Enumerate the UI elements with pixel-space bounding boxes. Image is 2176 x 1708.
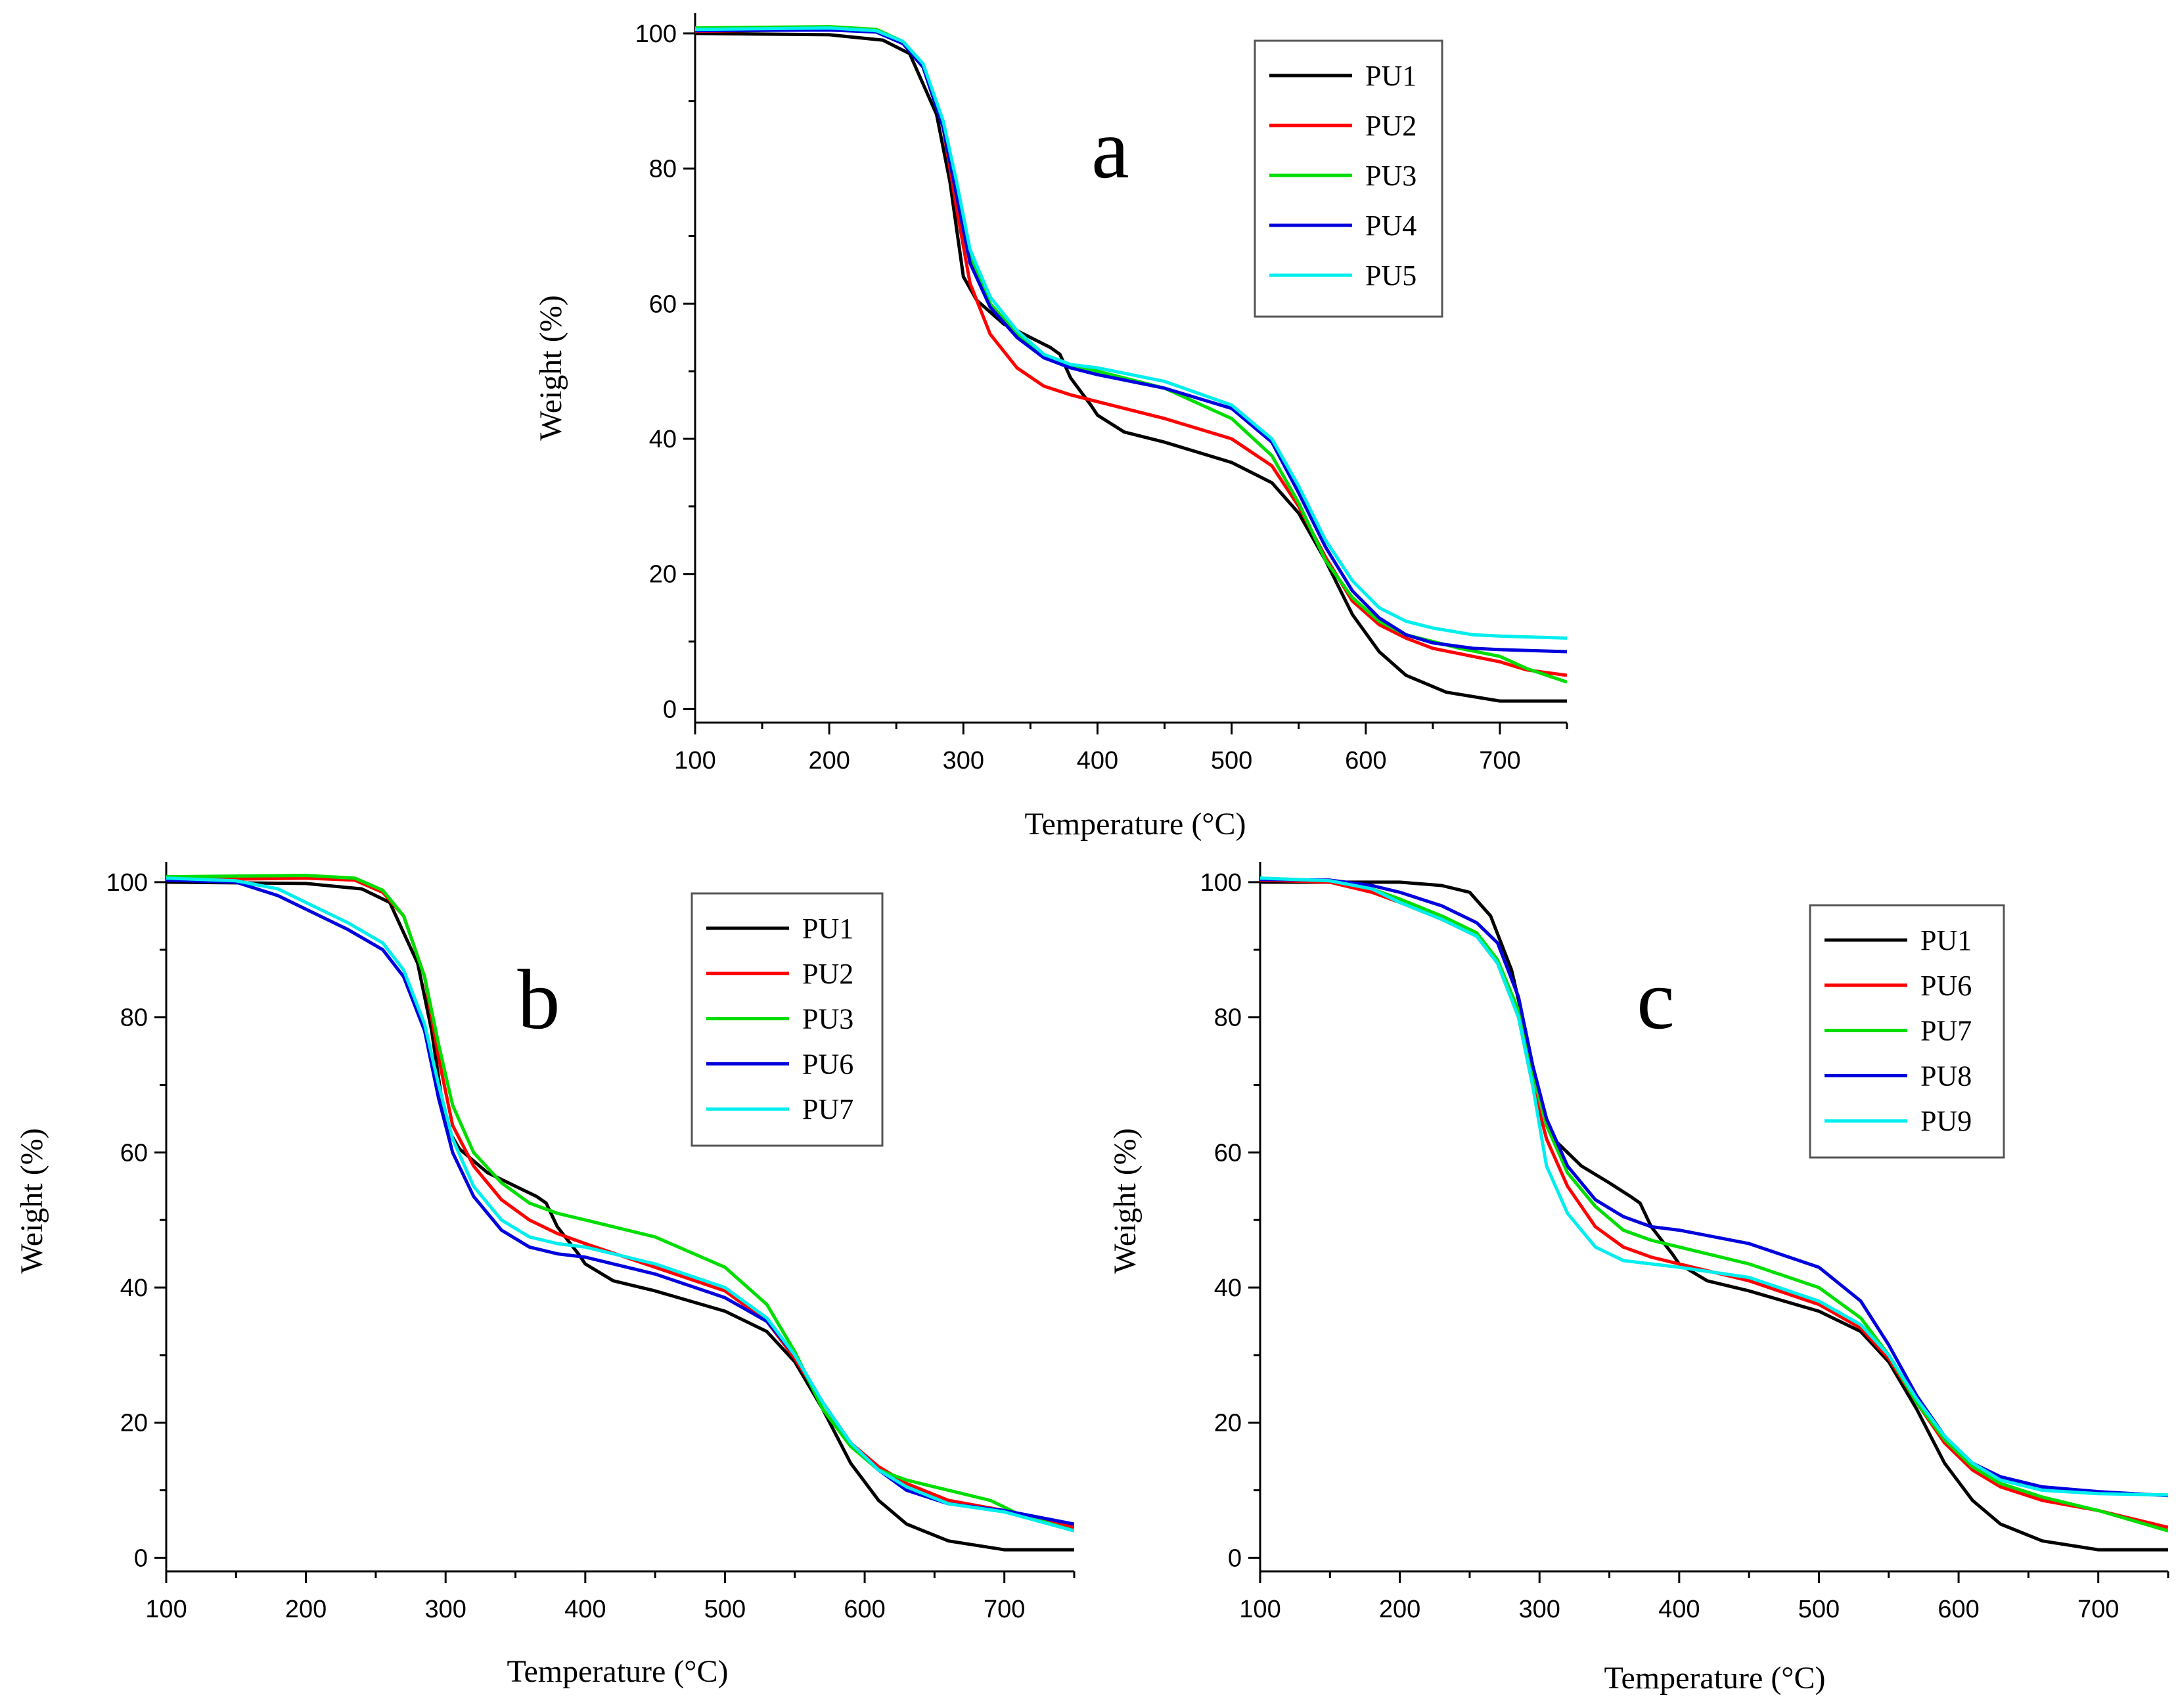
y-tick-label: 60 — [120, 1139, 148, 1167]
x-tick-label: 300 — [943, 747, 984, 775]
series-line-pu5 — [695, 26, 1567, 640]
y-tick-label: 40 — [120, 1274, 148, 1302]
y-axis-title: Weight (%) — [1108, 1128, 1143, 1273]
y-tick-label: 20 — [120, 1410, 148, 1437]
y-tick-label: 80 — [1214, 1004, 1242, 1032]
legend-box — [1254, 39, 1443, 318]
panel-letter: b — [518, 953, 560, 1047]
legend-label-pu1: PU1 — [1365, 60, 1417, 92]
y-axis-title: Weight (%) — [533, 295, 568, 440]
legend-label-pu1: PU1 — [1920, 924, 1972, 956]
panel-letter: a — [1091, 102, 1129, 196]
x-tick-label: 500 — [1798, 1596, 1840, 1623]
legend-label-pu2: PU2 — [802, 958, 853, 990]
x-tick-label: 700 — [984, 1596, 1025, 1623]
y-tick-label: 0 — [1228, 1544, 1242, 1572]
legend-label-pu1: PU1 — [802, 912, 853, 945]
y-tick-label: 20 — [1214, 1410, 1242, 1437]
panel-a: 100 200 300 400 500 600 700 0 20 40 60 80 100 Tempera… — [533, 13, 1568, 842]
x-tick-label: 200 — [808, 747, 850, 775]
legend-label-pu4: PU4 — [1365, 210, 1417, 242]
y-tick-label: 100 — [106, 869, 148, 897]
legend-label-pu9: PU9 — [1920, 1105, 1972, 1137]
series-line-pu7 — [166, 876, 1074, 1533]
y-tick-label: 80 — [649, 156, 677, 183]
series-line-pu3 — [166, 874, 1074, 1533]
y-tick-label: 80 — [120, 1004, 148, 1032]
x-tick-label: 700 — [2077, 1596, 2119, 1623]
y-tick-label: 40 — [1214, 1274, 1242, 1302]
x-tick-label: 700 — [1479, 747, 1520, 775]
y-tick-label: 60 — [649, 290, 677, 318]
series-line-pu1 — [1260, 880, 2168, 1552]
x-axis-title: Temperature (°C) — [1604, 1661, 1825, 1696]
x-tick-label: 300 — [1519, 1596, 1560, 1623]
x-tick-label: 200 — [285, 1596, 327, 1623]
x-tick-label: 400 — [1077, 747, 1118, 775]
y-tick-label: 60 — [1214, 1139, 1242, 1167]
x-tick-label: 600 — [1345, 747, 1386, 775]
y-axis-title: Weight (%) — [14, 1128, 49, 1273]
legend-label-pu3: PU3 — [802, 1003, 853, 1035]
legend-label-pu6: PU6 — [1920, 970, 1972, 1002]
panel-b: 100 200 300 400 500 600 700 0 20 40 60 80 100 Tempera… — [14, 862, 1076, 1689]
x-tick-label: 500 — [1211, 747, 1252, 775]
x-tick-label: 500 — [704, 1596, 746, 1623]
x-tick-label: 100 — [145, 1596, 187, 1623]
x-tick-label: 600 — [844, 1596, 885, 1623]
x-axis-title: Temperature (°C) — [507, 1654, 728, 1689]
y-tick-label: 0 — [134, 1544, 148, 1572]
legend-label-pu2: PU2 — [1365, 110, 1417, 142]
legend-label-pu8: PU8 — [1920, 1060, 1972, 1092]
legend-label-pu3: PU3 — [1365, 160, 1417, 192]
x-tick-label: 400 — [564, 1596, 606, 1623]
legend-label-pu5: PU5 — [1365, 259, 1417, 292]
legend-label-pu7: PU7 — [802, 1093, 853, 1125]
x-tick-label: 100 — [1239, 1596, 1281, 1623]
y-tick-label: 100 — [635, 20, 677, 48]
y-tick-label: 40 — [649, 426, 677, 453]
series-line-pu7 — [1260, 876, 2168, 1533]
series-line-pu1 — [166, 880, 1074, 1552]
series-line-pu1 — [695, 32, 1567, 703]
panel-c: 100 200 300 400 500 600 700 0 20 40 60 80 100 Tempera… — [1108, 862, 2169, 1696]
y-tick-label: 100 — [1200, 869, 1242, 897]
series-line-pu9 — [1260, 876, 2168, 1497]
panel-letter: c — [1637, 953, 1675, 1047]
y-tick-label: 20 — [649, 561, 677, 589]
x-axis-title: Temperature (°C) — [1024, 807, 1246, 842]
y-tick-label: 0 — [663, 696, 677, 723]
legend-label-pu7: PU7 — [1920, 1015, 1972, 1047]
x-tick-label: 100 — [674, 747, 715, 775]
x-tick-label: 200 — [1379, 1596, 1420, 1623]
legend-label-pu6: PU6 — [802, 1048, 853, 1080]
x-tick-label: 400 — [1658, 1596, 1700, 1623]
x-tick-label: 300 — [425, 1596, 466, 1623]
x-tick-label: 600 — [1938, 1596, 1979, 1623]
